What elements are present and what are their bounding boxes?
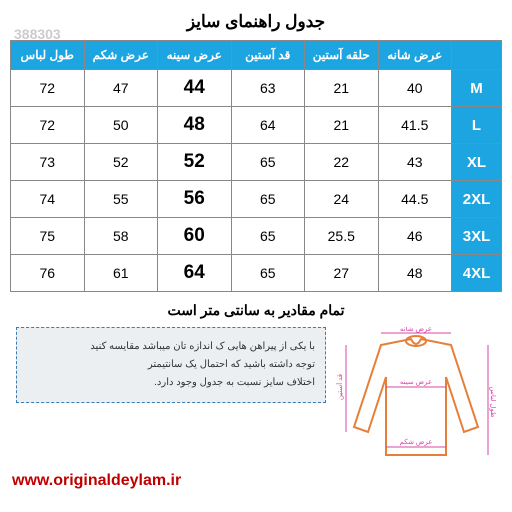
col-length: طول لباس [11,41,85,70]
cell: 55 [84,181,158,218]
website-url: www.originaldeylam.ir [12,472,181,490]
cell: 58 [84,218,158,255]
cell: 65 [231,255,305,292]
size-table: عرض شانه حلقه آستین قد آستین عرض سینه عر… [10,40,502,292]
cell: 44 [158,70,232,107]
shirt-diagram: عرض شانه عرض سینه عرض شکم طول لباس قد آس… [336,327,496,467]
cell: 65 [231,181,305,218]
cell: 44.5 [378,181,452,218]
label-chest: عرض سینه [400,379,432,386]
cell: 46 [378,218,452,255]
cell: 73 [11,144,85,181]
size-cell: 3XL [452,218,502,255]
table-header-row: عرض شانه حلقه آستین قد آستین عرض سینه عر… [11,41,502,70]
table-row: L41.52164485072 [11,107,502,144]
note-line: با یکی از پیراهن هایی ک اندازه تان میباش… [27,338,315,356]
size-cell: XL [452,144,502,181]
cell: 22 [305,144,379,181]
table-row: M402163444772 [11,70,502,107]
cell: 56 [158,181,232,218]
note-line: توجه داشته باشید که احتمال یک سانتیمتر [27,356,315,374]
cell: 43 [378,144,452,181]
cell: 76 [11,255,85,292]
cell: 40 [378,70,452,107]
table-row: XL432265525273 [11,144,502,181]
page-title: جدول راهنمای سایز [10,12,502,32]
cell: 52 [158,144,232,181]
cell: 72 [11,107,85,144]
cell: 72 [11,70,85,107]
col-chest: عرض سینه [158,41,232,70]
cell: 48 [378,255,452,292]
cell: 48 [158,107,232,144]
cell: 27 [305,255,379,292]
label-shoulder: عرض شانه [400,327,432,333]
table-row: 3XL4625.565605875 [11,218,502,255]
note-box: با یکی از پیراهن هایی ک اندازه تان میباش… [16,327,326,403]
shirt-outline [354,339,478,455]
table-row: 4XL482765646176 [11,255,502,292]
cell: 21 [305,107,379,144]
cell: 41.5 [378,107,452,144]
cell: 60 [158,218,232,255]
size-cell: M [452,70,502,107]
cell: 52 [84,144,158,181]
col-sleeve: قد آستین [231,41,305,70]
col-waist: عرض شکم [84,41,158,70]
note-line: اختلاف سایز نسبت به جدول وجود دارد. [27,374,315,392]
cell: 21 [305,70,379,107]
cell: 61 [84,255,158,292]
cell: 74 [11,181,85,218]
cell: 64 [231,107,305,144]
label-length: طول لباس [489,386,496,418]
table-row: 2XL44.52465565574 [11,181,502,218]
col-armhole: حلقه آستین [305,41,379,70]
cell: 65 [231,144,305,181]
size-cell: 4XL [452,255,502,292]
cell: 64 [158,255,232,292]
size-cell: 2XL [452,181,502,218]
size-cell: L [452,107,502,144]
cell: 75 [11,218,85,255]
cell: 24 [305,181,379,218]
col-shoulder: عرض شانه [378,41,452,70]
cell: 47 [84,70,158,107]
size-column-header [452,41,502,70]
cell: 63 [231,70,305,107]
cell: 25.5 [305,218,379,255]
label-waist: عرض شکم [400,438,433,446]
cell: 65 [231,218,305,255]
subtitle: تمام مقادیر به سانتی متر است [10,302,502,319]
image-id: 388303 [14,26,61,42]
cell: 50 [84,107,158,144]
label-sleeve: قد آستین [336,374,344,400]
